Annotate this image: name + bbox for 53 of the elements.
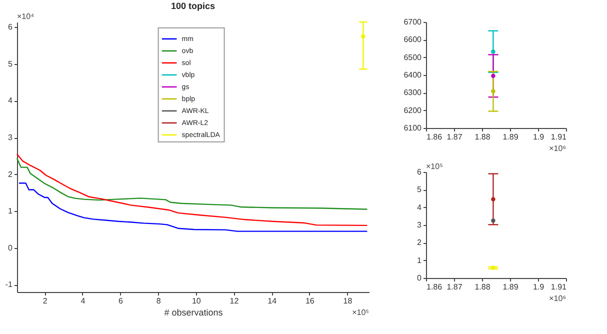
chart-title: 100 topics — [170, 1, 216, 11]
y-tick-label: 6600 — [404, 35, 422, 44]
x-tick-label: 18 — [343, 296, 353, 306]
y-tick-label: 5 — [8, 59, 14, 68]
y-tick-label: 6400 — [404, 70, 422, 80]
x-tick-label: 1.86 — [426, 282, 443, 292]
x-tick-label: 4 — [80, 296, 86, 306]
y-tick-label: 6100 — [404, 124, 422, 132]
x-tick-label: 1.86 — [426, 132, 443, 142]
line-series — [16, 158, 368, 210]
line-series — [18, 182, 368, 232]
x-tick-label: 8 — [156, 296, 162, 306]
y-tick-label: 5 — [417, 185, 422, 194]
y-tick-label: 6500 — [404, 52, 422, 62]
y-tick-label: 0 — [8, 243, 14, 252]
y-tick-label: 3 — [417, 220, 422, 230]
y-tick-label: 6 — [417, 168, 422, 176]
y-tick-label: 2 — [8, 170, 14, 179]
y-tick-label: 6300 — [404, 88, 422, 98]
x-tick-label: 6 — [118, 296, 124, 306]
x-tick-label: 1.89 — [502, 132, 519, 142]
y-tick-label: 6 — [8, 22, 14, 32]
x-tick-label: 1.91 — [550, 132, 568, 142]
y-tick-label: -1 — [5, 280, 14, 290]
y-tick-label: 6700 — [404, 18, 422, 26]
x-tick-label: 1.87 — [446, 282, 463, 292]
x-tick-label: 1.9 — [532, 282, 545, 292]
x-tick-label: 16 — [305, 296, 315, 306]
x-tick-label: 12 — [230, 296, 240, 306]
text: ×10⁵ — [426, 162, 443, 171]
y-tick-label: 6200 — [404, 106, 422, 115]
line-series — [16, 154, 368, 226]
y-tick-label: 3 — [8, 133, 14, 142]
x-tick-label: 10 — [192, 296, 202, 306]
y-tick-label: 1 — [417, 256, 422, 265]
x-tick-label: 1.9 — [532, 132, 545, 142]
y-tick-label: 2 — [417, 238, 422, 248]
x-tick-label: 14 — [268, 296, 278, 306]
x-tick-label: 1.88 — [474, 282, 491, 292]
x-tick-label: 1.88 — [474, 132, 491, 142]
y-tick-label: 4 — [417, 202, 422, 212]
x-tick-label: 2 — [42, 296, 48, 306]
y-tick-label: 4 — [8, 96, 14, 106]
x-tick-label: 1.87 — [446, 132, 463, 142]
x-tick-label: 1.89 — [502, 282, 519, 292]
text: ×10⁶ — [549, 294, 566, 303]
text: ×10⁴ — [17, 12, 35, 21]
y-tick-label: 1 — [8, 206, 14, 216]
y-tick-label: 0 — [417, 274, 422, 282]
x-axis-title: # observations — [164, 308, 224, 318]
text: ×10⁵ — [352, 308, 369, 317]
text: ×10⁶ — [549, 144, 566, 153]
x-tick-label: 1.91 — [550, 282, 568, 292]
